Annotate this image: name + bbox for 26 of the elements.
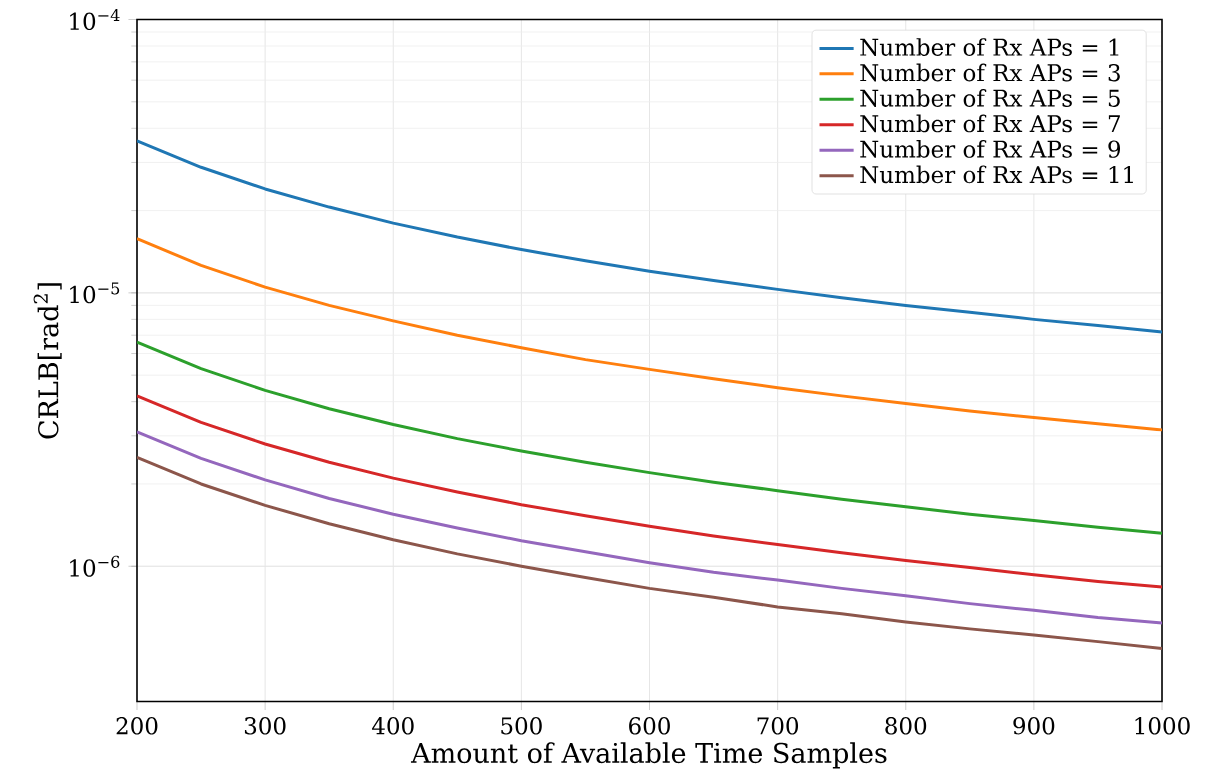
line-series — [137, 139, 1163, 334]
legend-label: Number of Rx APs = 5 — [860, 89, 1120, 107]
line-series — [137, 394, 1163, 589]
x-tick-label: 300 — [244, 717, 286, 735]
x-axis-title: Amount of Available Time Samples — [410, 742, 887, 769]
legend-label: Number of Rx APs = 11 — [860, 165, 1133, 184]
x-tick-label: 500 — [501, 717, 542, 735]
x-tick-label: 200 — [116, 717, 158, 735]
line-series — [137, 430, 1163, 625]
legend-label: Number of Rx APs = 3 — [860, 63, 1120, 82]
x-tick-label: 1000 — [1135, 717, 1190, 735]
x-tick-label: 900 — [1013, 717, 1055, 735]
legend-label: Number of Rx APs = 1 — [860, 38, 1119, 56]
x-tick-label: 400 — [372, 717, 414, 735]
x-tick-label: 700 — [757, 717, 799, 735]
line-series — [137, 340, 1163, 535]
x-tick-label: 600 — [629, 717, 670, 735]
legend-label: Number of Rx APs = 9 — [860, 140, 1121, 158]
y-tick-label: 10$^{−4}$ — [70, 9, 120, 30]
line-series — [137, 455, 1163, 651]
legend-label: Number of Rx APs = 7 — [860, 114, 1120, 133]
y-tick-label: 10$^{−6}$ — [70, 555, 120, 577]
line-series — [137, 237, 1163, 432]
x-tick-label: 800 — [885, 717, 927, 735]
y-axis-title: CRLB[rad$^{2}$] — [33, 283, 62, 439]
y-tick-label: 10$^{−5}$ — [70, 282, 120, 304]
